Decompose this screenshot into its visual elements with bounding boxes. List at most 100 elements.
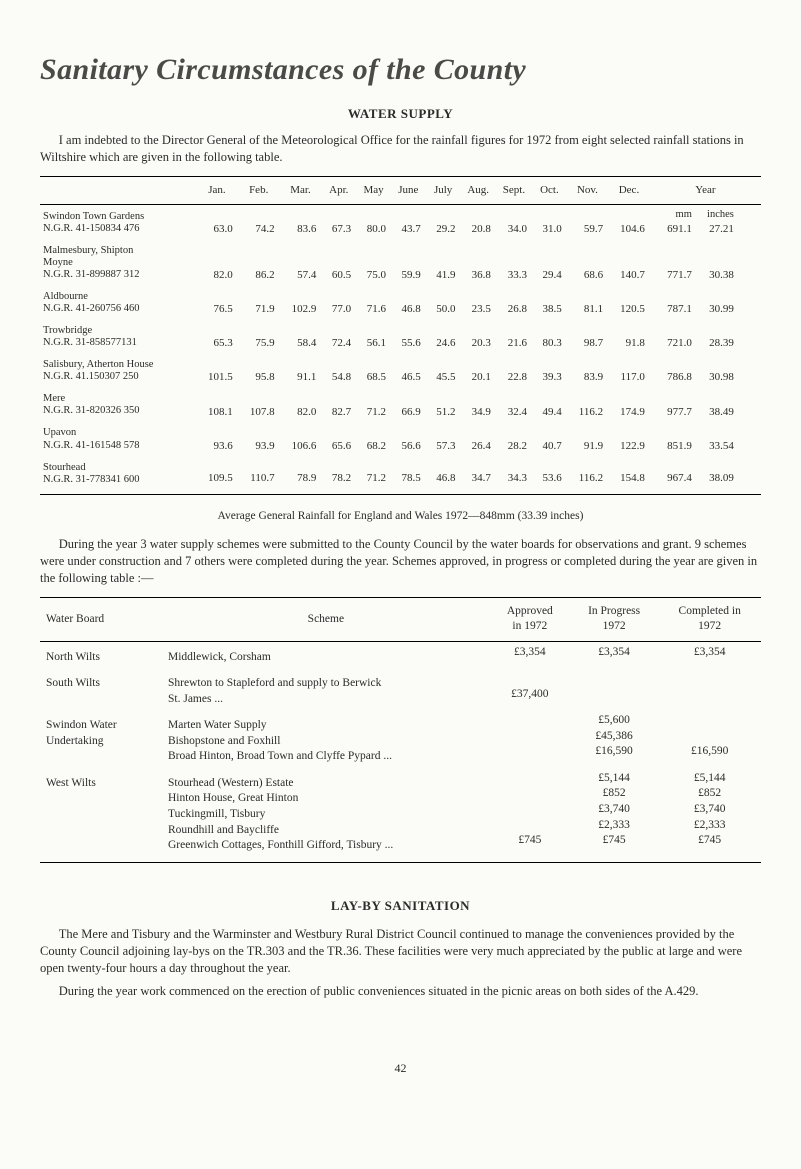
rain-value: 60.5: [321, 239, 356, 285]
col-month: Apr.: [321, 176, 356, 204]
rain-value: 74.2: [238, 204, 280, 239]
scheme-completed: £5,144£852£3,740£2,333£745: [658, 768, 761, 862]
col-month: Feb.: [238, 176, 280, 204]
rain-value: 54.8: [321, 353, 356, 387]
scheme-completed: [658, 668, 761, 710]
rain-value: 56.6: [391, 421, 426, 455]
water-board-name: South Wilts: [40, 668, 162, 710]
year-total: 977.738.49: [650, 387, 761, 421]
rain-value: 46.8: [426, 456, 461, 495]
rain-value: 55.6: [391, 319, 426, 353]
scheme-name: Shrewton to Stapleford and supply to Ber…: [162, 668, 490, 710]
rain-value: 36.8: [461, 239, 496, 285]
rain-value: 104.6: [608, 204, 650, 239]
rain-value: 93.9: [238, 421, 280, 455]
page-title: Sanitary Circumstances of the County: [40, 50, 761, 91]
col-progress: In Progress1972: [570, 597, 659, 641]
rain-value: 102.9: [280, 285, 322, 319]
rain-value: 80.0: [356, 204, 391, 239]
scheme-progress: £3,354: [570, 641, 659, 668]
scheme-progress: £5,600£45,386£16,590: [570, 710, 659, 768]
rain-value: 29.2: [426, 204, 461, 239]
rain-value: 93.6: [196, 421, 238, 455]
rain-value: 117.0: [608, 353, 650, 387]
rain-value: 81.1: [567, 285, 608, 319]
schemes-table: Water Board Scheme Approvedin 1972 In Pr…: [40, 597, 761, 863]
col-scheme: Scheme: [162, 597, 490, 641]
table-row: North WiltsMiddlewick, Corsham£3,354£3,3…: [40, 641, 761, 668]
schemes-table-body: North WiltsMiddlewick, Corsham£3,354£3,3…: [40, 641, 761, 862]
rain-value: 46.5: [391, 353, 426, 387]
rain-value: 71.2: [356, 456, 391, 495]
station-name: Salisbury, Atherton HouseN.G.R. 41.15030…: [40, 353, 196, 387]
scheme-approved: £3,354: [490, 641, 570, 668]
rain-value: 38.5: [532, 285, 567, 319]
page: Sanitary Circumstances of the County WAT…: [0, 0, 801, 1169]
rain-value: 45.5: [426, 353, 461, 387]
rain-value: 86.2: [238, 239, 280, 285]
rain-value: 26.4: [461, 421, 496, 455]
scheme-completed: £16,590: [658, 710, 761, 768]
col-month: Nov.: [567, 176, 608, 204]
scheme-progress: [570, 668, 659, 710]
scheme-name: Stourhead (Western) EstateHinton House, …: [162, 768, 490, 862]
rain-value: 75.0: [356, 239, 391, 285]
rain-value: 78.2: [321, 456, 356, 495]
water-board-name: North Wilts: [40, 641, 162, 668]
scheme-approved: [490, 710, 570, 768]
year-total: 771.730.38: [650, 239, 761, 285]
table-row: StourheadN.G.R. 31-778341 600109.5110.77…: [40, 456, 761, 495]
rain-value: 26.8: [496, 285, 532, 319]
rainfall-table: Jan.Feb.Mar.Apr.MayJuneJulyAug.Sept.Oct.…: [40, 176, 761, 495]
station-name: StourheadN.G.R. 31-778341 600: [40, 456, 196, 495]
table-row: Swindon Town GardensN.G.R. 41-150834 476…: [40, 204, 761, 239]
table-row: West WiltsStourhead (Western) EstateHint…: [40, 768, 761, 862]
rain-value: 65.6: [321, 421, 356, 455]
col-station: [40, 176, 196, 204]
col-month: Sept.: [496, 176, 532, 204]
col-month: July: [426, 176, 461, 204]
rain-value: 82.0: [196, 239, 238, 285]
year-total: 786.830.98: [650, 353, 761, 387]
rain-value: 82.0: [280, 387, 322, 421]
col-approved: Approvedin 1972: [490, 597, 570, 641]
rain-value: 108.1: [196, 387, 238, 421]
rain-value: 43.7: [391, 204, 426, 239]
rainfall-table-head: Jan.Feb.Mar.Apr.MayJuneJulyAug.Sept.Oct.…: [40, 176, 761, 204]
rain-value: 59.7: [567, 204, 608, 239]
rain-value: 39.3: [532, 353, 567, 387]
rain-value: 51.2: [426, 387, 461, 421]
rain-value: 34.9: [461, 387, 496, 421]
table-row: South WiltsShrewton to Stapleford and su…: [40, 668, 761, 710]
rain-value: 110.7: [238, 456, 280, 495]
rain-value: 91.1: [280, 353, 322, 387]
page-number: 42: [40, 1060, 761, 1076]
rain-value: 34.0: [496, 204, 532, 239]
col-month: Dec.: [608, 176, 650, 204]
rain-value: 50.0: [426, 285, 461, 319]
average-caption: Average General Rainfall for England and…: [40, 509, 761, 525]
rain-value: 29.4: [532, 239, 567, 285]
col-month: Jan.: [196, 176, 238, 204]
table-row: Salisbury, Atherton HouseN.G.R. 41.15030…: [40, 353, 761, 387]
rain-value: 71.2: [356, 387, 391, 421]
intro-paragraph: I am indebted to the Director General of…: [40, 132, 761, 166]
rain-value: 116.2: [567, 387, 608, 421]
table-row: TrowbridgeN.G.R. 31-85857713165.375.958.…: [40, 319, 761, 353]
col-completed: Completed in1972: [658, 597, 761, 641]
rain-value: 68.6: [567, 239, 608, 285]
schemes-intro: During the year 3 water supply schemes w…: [40, 536, 761, 587]
rain-value: 49.4: [532, 387, 567, 421]
rain-value: 56.1: [356, 319, 391, 353]
scheme-approved: £37,400: [490, 668, 570, 710]
year-total: mminches691.127.21: [650, 204, 761, 239]
rain-value: 80.3: [532, 319, 567, 353]
rainfall-table-body: Swindon Town GardensN.G.R. 41-150834 476…: [40, 204, 761, 494]
rain-value: 83.6: [280, 204, 322, 239]
rain-value: 28.2: [496, 421, 532, 455]
rain-value: 20.3: [461, 319, 496, 353]
rain-value: 77.0: [321, 285, 356, 319]
scheme-completed: £3,354: [658, 641, 761, 668]
station-name: Swindon Town GardensN.G.R. 41-150834 476: [40, 204, 196, 239]
station-name: MereN.G.R. 31-820326 350: [40, 387, 196, 421]
